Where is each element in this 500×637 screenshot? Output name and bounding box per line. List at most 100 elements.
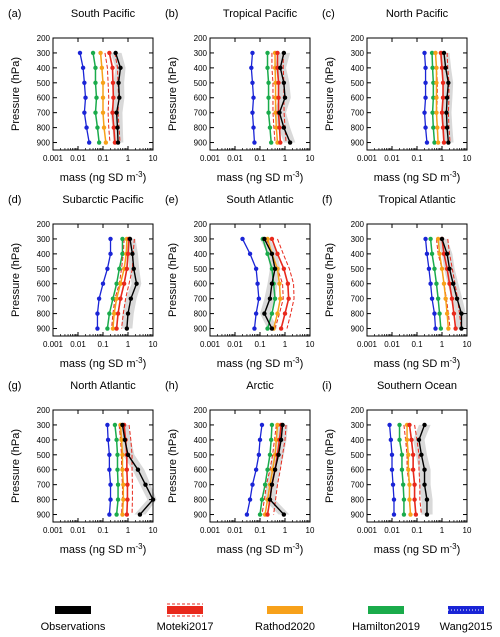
moteki2017-point xyxy=(115,311,121,316)
x-axis-label-sup: -3 xyxy=(293,170,301,179)
observations-point xyxy=(267,296,273,301)
moteki2017-point xyxy=(121,281,127,286)
hamilton2019-point xyxy=(114,437,119,443)
legend-swatch xyxy=(167,606,203,614)
observations-point xyxy=(125,311,131,316)
observations-point xyxy=(277,110,282,115)
hamilton2019-point xyxy=(265,50,270,56)
x-tick-label: 10 xyxy=(463,340,472,349)
wang2015-point xyxy=(96,296,102,301)
y-tick-label: 700 xyxy=(37,481,51,490)
wang2015-point xyxy=(257,437,263,443)
y-tick-label: 700 xyxy=(351,109,365,118)
x-axis-label-tail: ) xyxy=(457,172,461,184)
x-axis-label-tail: ) xyxy=(457,544,461,556)
rathod2020-point xyxy=(265,236,270,242)
hamilton2019-point xyxy=(93,110,98,115)
y-tick-label: 800 xyxy=(194,124,208,133)
wang2015-point xyxy=(250,50,255,56)
wang2015-point xyxy=(107,452,112,457)
hamilton2019-point xyxy=(94,95,99,100)
hamilton2019-point xyxy=(269,266,275,271)
observations-point xyxy=(446,140,451,145)
x-tick-label: 0.001 xyxy=(357,340,378,349)
x-axis-label-text: mass (ng SD m xyxy=(217,544,293,556)
hamilton2019-point xyxy=(269,422,275,428)
hamilton2019-point xyxy=(268,437,274,443)
wang2015-point xyxy=(428,281,433,286)
wang2015-point xyxy=(252,326,257,331)
y-tick-label: 800 xyxy=(194,310,208,319)
rathod2020-point xyxy=(435,140,441,145)
observations-point xyxy=(127,236,133,242)
hamilton2019-point xyxy=(115,497,121,502)
hamilton2019-point xyxy=(257,512,263,517)
observations-point xyxy=(115,125,120,130)
wang2015-point xyxy=(390,482,396,487)
wang2015-point xyxy=(83,95,88,100)
wang2015-point xyxy=(422,50,427,56)
y-tick-label: 900 xyxy=(37,511,51,520)
y-tick-label: 400 xyxy=(37,436,51,445)
panel-label: (b) xyxy=(165,8,178,20)
observations-point xyxy=(443,65,448,71)
observations-point xyxy=(122,437,128,443)
y-tick-label: 800 xyxy=(351,496,365,505)
moteki2017-point xyxy=(449,296,455,301)
x-axis-label-tail: ) xyxy=(300,358,304,370)
observations-point xyxy=(135,467,141,472)
x-tick-label: 0.1 xyxy=(411,154,423,163)
y-tick-label: 300 xyxy=(37,421,51,430)
x-axis-label-tail: ) xyxy=(143,544,147,556)
wang2015-point xyxy=(256,452,262,457)
rathod2020-point xyxy=(404,437,410,443)
rathod2020-point xyxy=(446,326,451,331)
wang2015-point xyxy=(105,266,110,271)
hamilton2019-point xyxy=(90,50,96,56)
moteki2017-point xyxy=(410,452,416,457)
hamilton2019-point xyxy=(431,95,436,100)
plot-frame xyxy=(366,409,468,523)
x-tick-label: 0.001 xyxy=(43,340,64,349)
observations-point xyxy=(262,311,267,316)
wang2015-point xyxy=(107,467,112,472)
y-tick-label: 900 xyxy=(37,139,51,148)
observations-point xyxy=(439,236,445,242)
panel-title: North Pacific xyxy=(386,8,449,20)
y-tick-label: 300 xyxy=(37,49,51,58)
hamilton2019-point xyxy=(437,311,442,316)
x-tick-label: 0.1 xyxy=(97,340,109,349)
hamilton2019-point xyxy=(438,326,444,331)
panel-title: Subarctic Pacific xyxy=(62,194,144,206)
panel-1: (a) South Pacific 0.001 0.01 0.1 1 10 200 300 400… xyxy=(8,8,158,184)
y-tick-label: 600 xyxy=(194,280,208,289)
moteki2017-point xyxy=(412,497,417,502)
hamilton2019-point xyxy=(95,125,100,130)
y-tick-label: 400 xyxy=(351,436,365,445)
panel-3: (c) North Pacific 0.001 0.01 0.1 1 10 200 300 400… xyxy=(322,8,472,184)
wang2015-point xyxy=(77,50,83,56)
y-tick-label: 300 xyxy=(351,235,365,244)
wang2015-point xyxy=(388,437,394,443)
wang2015-point xyxy=(423,95,428,100)
observations-point xyxy=(459,311,464,316)
y-tick-label: 700 xyxy=(194,481,208,490)
x-axis-label-sup: -3 xyxy=(136,356,144,365)
observations-point xyxy=(454,296,460,301)
rathod2020-point xyxy=(100,80,106,86)
y-tick-label: 400 xyxy=(37,250,51,259)
wang2015-point xyxy=(259,422,265,428)
moteki2017-point xyxy=(124,512,130,517)
x-tick-label: 10 xyxy=(463,154,472,163)
wang2015-point xyxy=(247,251,253,257)
x-tick-label: 0.1 xyxy=(97,526,109,535)
moteki2017-point xyxy=(441,140,447,145)
y-tick-label: 300 xyxy=(37,235,51,244)
y-tick-label: 200 xyxy=(37,220,51,229)
rathod2020-point xyxy=(435,236,441,242)
wang2015-point xyxy=(424,140,430,145)
wang2015-point xyxy=(387,422,392,428)
observations-point xyxy=(446,80,451,86)
wang2015-point xyxy=(105,437,111,443)
observations-point xyxy=(276,452,281,457)
